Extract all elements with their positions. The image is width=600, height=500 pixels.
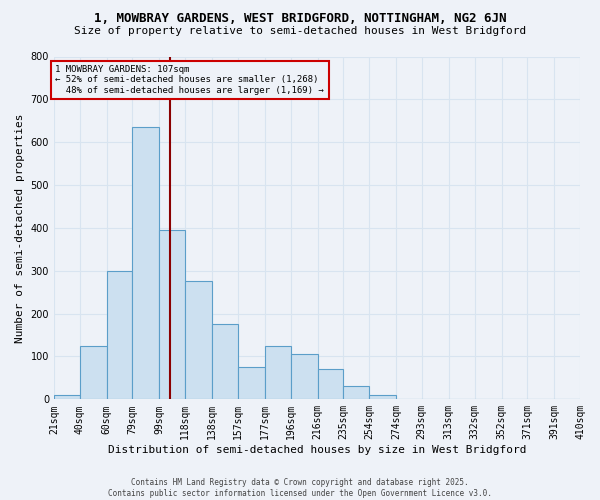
Bar [185,282,212,400]
Bar [317,370,343,400]
Bar [369,395,396,400]
Bar [212,324,238,400]
Bar [160,230,185,400]
Text: 1 MOWBRAY GARDENS: 107sqm
← 52% of semi-detached houses are smaller (1,268)
  48: 1 MOWBRAY GARDENS: 107sqm ← 52% of semi-… [55,65,324,95]
Bar [238,367,265,400]
Y-axis label: Number of semi-detached properties: Number of semi-detached properties [15,113,25,342]
Bar [107,271,133,400]
Bar [80,346,107,400]
Bar [133,127,160,400]
Bar [265,346,290,400]
Bar [54,395,80,400]
Bar [343,386,369,400]
Text: Size of property relative to semi-detached houses in West Bridgford: Size of property relative to semi-detach… [74,26,526,36]
Text: Contains HM Land Registry data © Crown copyright and database right 2025.
Contai: Contains HM Land Registry data © Crown c… [108,478,492,498]
Bar [290,354,317,400]
Text: 1, MOWBRAY GARDENS, WEST BRIDGFORD, NOTTINGHAM, NG2 6JN: 1, MOWBRAY GARDENS, WEST BRIDGFORD, NOTT… [94,12,506,26]
X-axis label: Distribution of semi-detached houses by size in West Bridgford: Distribution of semi-detached houses by … [108,445,526,455]
